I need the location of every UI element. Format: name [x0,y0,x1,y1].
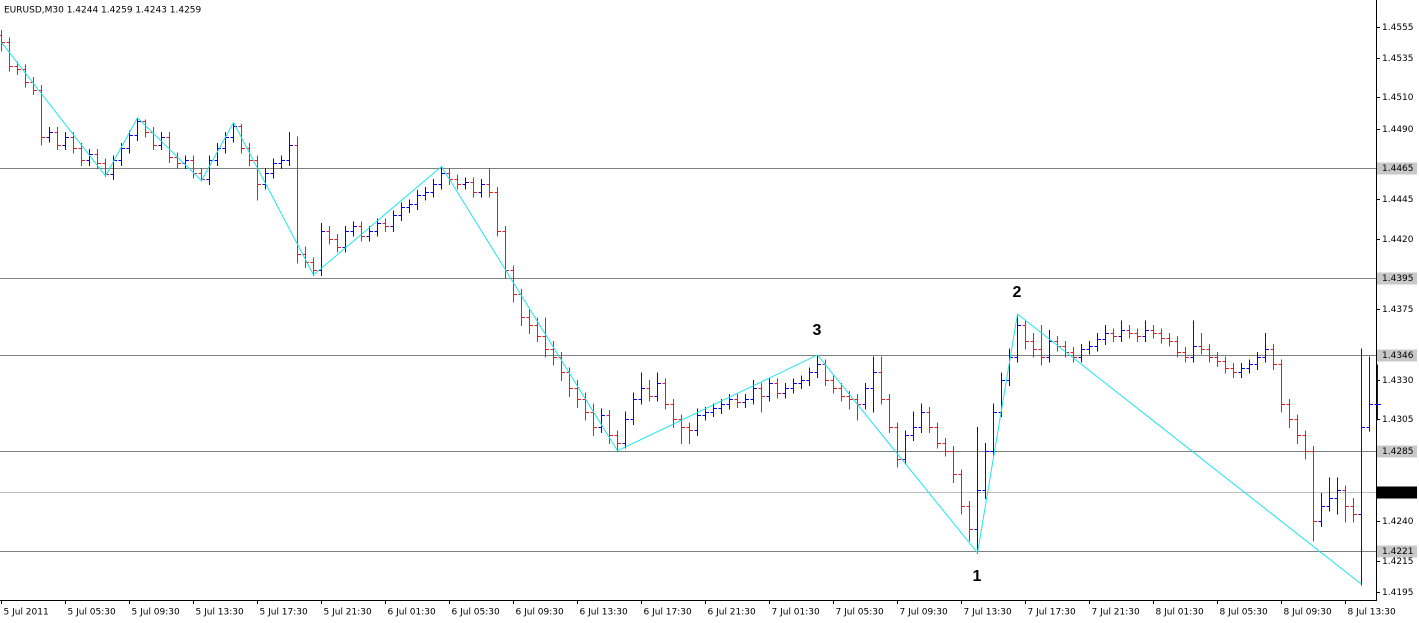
level-box [1377,545,1417,558]
zigzag [1,42,1362,585]
level-box [1377,162,1417,175]
chart-title: EURUSD,M30 1.4244 1.4259 1.4243 1.4259 [4,6,202,16]
x-tick-label: 7 Jul 05:30 [836,608,885,618]
wave-label: 3 [813,322,822,339]
y-tick-label: 1.4330 [1382,376,1414,386]
x-tick-label: 5 Jul 13:30 [196,608,245,618]
wave-label: 2 [1013,284,1022,301]
y-tick-label: 1.4305 [1382,415,1414,425]
current-price-box [1377,486,1417,499]
x-tick-label: 6 Jul 21:30 [708,608,757,618]
x-tick-label: 5 Jul 09:30 [132,608,181,618]
y-tick-label: 1.4555 [1382,23,1414,33]
y-tick-label: 1.4510 [1382,93,1414,103]
x-tick-label: 5 Jul 17:30 [260,608,309,618]
x-tick-label: 6 Jul 17:30 [644,608,693,618]
x-tick-label: 5 Jul 21:30 [324,608,373,618]
current-price-label: 1.4259 [1382,488,1414,498]
x-tick-label: 5 Jul 2011 [4,608,49,618]
y-tick-label: 1.4375 [1382,305,1414,315]
x-tick-label: 7 Jul 17:30 [1028,608,1077,618]
x-tick-label: 7 Jul 21:30 [1092,608,1141,618]
x-tick-label: 8 Jul 05:30 [1220,608,1269,618]
y-tick-label: 1.4215 [1382,557,1414,567]
y-tick-label: 1.4490 [1382,125,1414,135]
x-tick-label: 6 Jul 13:30 [580,608,629,618]
x-tick-label: 6 Jul 05:30 [452,608,501,618]
x-tick-label: 5 Jul 05:30 [68,608,117,618]
y-tick-label: 1.4195 [1382,588,1414,598]
x-tick-label: 7 Jul 09:30 [900,608,949,618]
y-tick-label: 1.4240 [1382,517,1414,527]
x-tick-label: 6 Jul 09:30 [516,608,565,618]
y-tick-label: 1.4445 [1382,195,1414,205]
x-tick-label: 8 Jul 09:30 [1284,608,1333,618]
y-tick-label: 1.4535 [1382,54,1414,64]
level-label: 1.4395 [1382,274,1414,284]
level-label: 1.4465 [1382,164,1414,174]
x-tick-label: 6 Jul 01:30 [388,608,437,618]
wave-label: 1 [973,568,982,585]
x-tick-label: 8 Jul 01:30 [1156,608,1205,618]
level-box [1377,445,1417,458]
y-tick-label: 1.4420 [1382,235,1414,245]
level-label: 1.4285 [1382,447,1414,457]
level-label: 1.4346 [1382,351,1414,361]
x-tick-label: 8 Jul 13:30 [1348,608,1397,618]
level-box [1377,272,1417,285]
x-tick-label: 7 Jul 01:30 [772,608,821,618]
level-box [1377,349,1417,362]
level-label: 1.4221 [1382,547,1414,557]
x-tick-label: 7 Jul 13:30 [964,608,1013,618]
